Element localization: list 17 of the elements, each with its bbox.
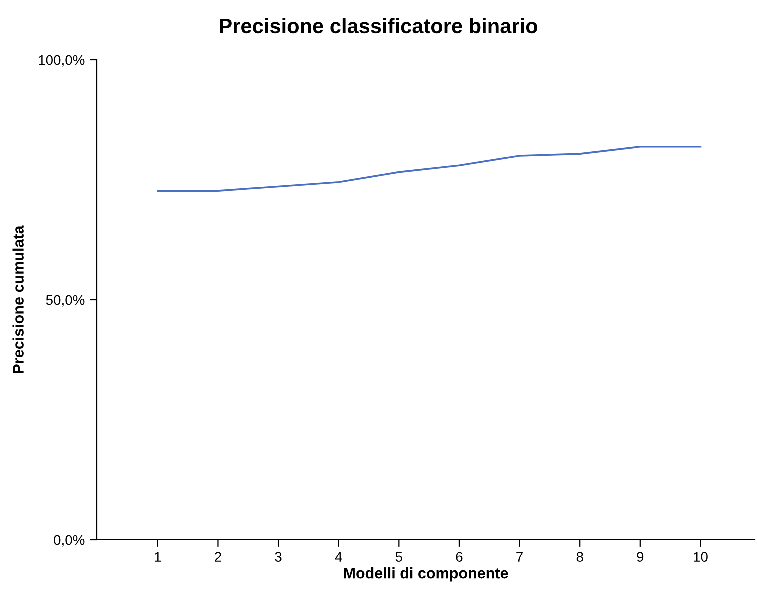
x-tick-label: 8 xyxy=(576,552,584,562)
x-tick-label: 3 xyxy=(275,552,282,562)
x-tick-label: 1 xyxy=(155,552,162,562)
y-axis-title: Precisione cumulata xyxy=(12,226,24,374)
x-tick-label: 4 xyxy=(335,552,342,562)
y-tick-label: 50,0% xyxy=(46,295,85,307)
x-axis-title: Modelli di componente xyxy=(344,568,508,582)
chart-title: Precisione classificatore binario xyxy=(220,18,538,34)
x-tick-label: 2 xyxy=(215,552,222,562)
x-tick-label: 10 xyxy=(694,552,708,562)
x-tick-label: 6 xyxy=(456,552,463,562)
x-tick-label: 9 xyxy=(637,552,644,562)
line-series xyxy=(157,146,702,192)
x-tick-label: 7 xyxy=(516,552,523,562)
y-tick-label: 100,0% xyxy=(39,55,85,67)
y-tick-label: 0,0% xyxy=(54,535,85,547)
x-tick-label: 5 xyxy=(396,552,402,562)
